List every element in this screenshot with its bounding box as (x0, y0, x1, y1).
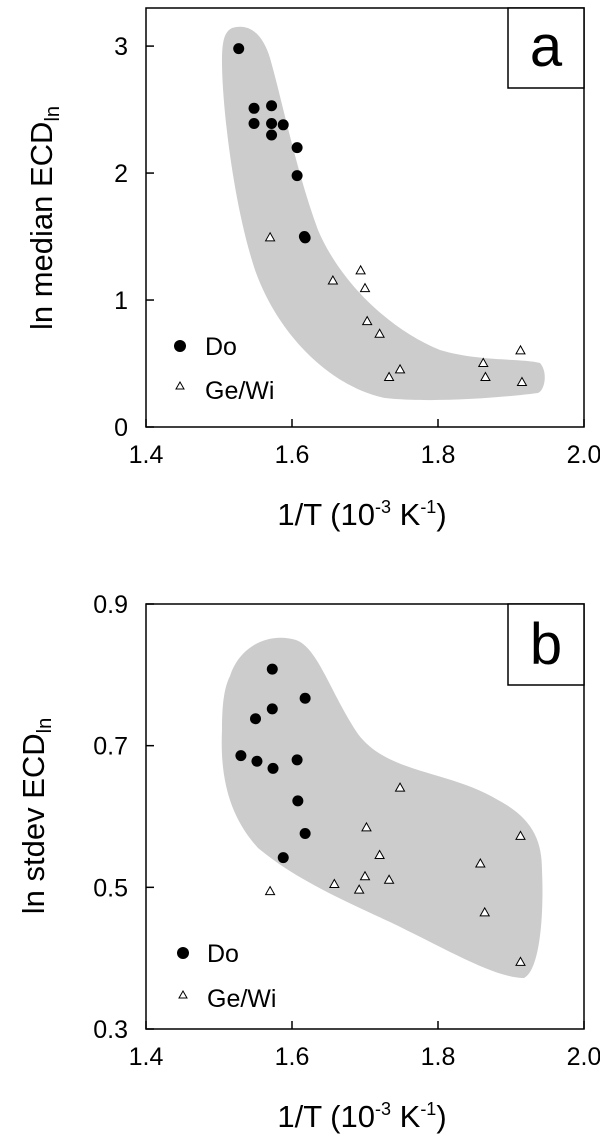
panel-a-letter: a (530, 14, 563, 79)
panel-a-letter-box (507, 7, 585, 89)
panel-a-x-tick-label: 1.8 (421, 441, 456, 469)
panel-b-y-ticks: 0.3 0.5 0.7 0.9 (93, 591, 154, 1044)
panel-b-x-axis-title: 1/T (10-3 K-1) (277, 1099, 446, 1134)
panel-b-do-point (291, 754, 303, 766)
panel-b-do-point (292, 795, 304, 807)
panel-a-ge-wi-point (383, 371, 395, 381)
panel-b-ge-wi-point (515, 956, 526, 966)
panel-a-y-axis-title: ln median ECDln (24, 106, 64, 330)
panel-b-do-point (267, 762, 279, 774)
panel-b-legend-do-marker (177, 947, 189, 959)
panel-a-do-point (266, 100, 278, 112)
panel-b-x-tick-label: 1.4 (129, 1043, 164, 1071)
panel-a-legend-gewi-marker (175, 380, 185, 390)
panel-b-ge-wi-point (264, 885, 276, 896)
panel-a-y-tick-label: 2 (114, 160, 128, 188)
panel-a-y-tick-label: 1 (114, 287, 128, 315)
panel-a: a 1.4 1.6 1.8 2.0 0 1 2 3 Do Ge/Wi 1/T (10-3 K… (24, 7, 600, 532)
panel-a-ge-wi-point (355, 264, 366, 275)
panel-a-ge-wi-point (515, 344, 526, 355)
panel-a-shaded-region (222, 26, 545, 401)
panel-b-ge-wi-point (474, 857, 486, 868)
panel-a-ge-wi-points (264, 231, 528, 387)
panel-a-do-point (266, 129, 278, 141)
panel-b-legend-gewi-label: Ge/Wi (207, 985, 276, 1013)
panel-a-ge-wi-point (374, 328, 385, 338)
panel-b: b 1.4 1.6 1.8 2.0 0.3 0.5 0.7 0.9 Do Ge/Wi 1/T… (16, 591, 600, 1134)
panel-a-legend: Do Ge/Wi (174, 333, 274, 405)
panel-b-shaded-region (221, 637, 543, 978)
panel-b-y-tick-label: 0.7 (93, 733, 128, 761)
panel-a-y-tick-label: 3 (114, 33, 128, 61)
panel-b-x-tick-label: 2.0 (567, 1043, 600, 1071)
panel-a-do-point (291, 170, 303, 182)
panel-a-do-point (277, 119, 289, 131)
panel-b-do-point (299, 692, 311, 704)
panel-b-do-point (277, 852, 289, 864)
panel-b-ge-wi-point (383, 874, 395, 884)
panel-b-letter: b (530, 612, 562, 677)
panel-a-x-tick-label: 2.0 (567, 441, 600, 469)
panel-a-plot-frame (145, 7, 585, 428)
panel-b-do-point (299, 828, 311, 839)
panel-b-legend-do-label: Do (207, 940, 239, 968)
panel-b-ge-wi-point (359, 870, 371, 881)
panel-b-letter-box (507, 603, 585, 686)
panel-a-y-tick-label: 0 (114, 414, 128, 442)
panel-a-ge-wi-point (480, 371, 491, 381)
panel-b-y-axis-title: ln stdev ECDln (16, 718, 56, 914)
panel-b-plot-frame (145, 603, 585, 1030)
panel-a-ge-wi-point (477, 357, 489, 368)
panel-b-ge-wi-point (479, 906, 491, 917)
panel-a-x-axis-title: 1/T (10-3 K-1) (277, 497, 446, 532)
panel-b-do-point (250, 713, 261, 725)
panel-a-x-tick-label: 1.4 (129, 441, 164, 469)
panel-a-ge-wi-point (394, 363, 406, 374)
panel-a-x-tick-label: 1.6 (275, 441, 310, 469)
panel-a-do-point (299, 232, 311, 244)
panel-a-ge-wi-point (516, 376, 528, 387)
panel-b-x-tick-label: 1.8 (421, 1043, 456, 1071)
panel-a-ge-wi-point (359, 282, 371, 293)
panel-b-do-points (235, 663, 311, 864)
panel-b-do-point (251, 755, 263, 767)
panel-b-x-ticks: 1.4 1.6 1.8 2.0 (129, 1021, 600, 1071)
panel-b-ge-wi-point (328, 878, 340, 888)
panel-b-ge-wi-point (361, 821, 372, 832)
panel-b-y-tick-label: 0.9 (93, 591, 128, 619)
panel-b-ge-wi-point (394, 782, 406, 792)
panel-a-do-point (291, 142, 303, 154)
panel-a-ge-wi-point (327, 274, 339, 285)
panel-a-legend-do-marker (174, 340, 186, 352)
panel-a-do-point (248, 118, 260, 130)
panel-a-legend-gewi-label: Ge/Wi (205, 377, 274, 405)
panel-b-y-tick-label: 0.3 (93, 1016, 128, 1044)
panel-a-do-point (233, 43, 245, 55)
panel-a-do-points (233, 43, 311, 244)
panel-b-x-tick-label: 1.6 (275, 1043, 310, 1071)
panel-b-do-point (235, 750, 247, 762)
panel-b-ge-wi-points (264, 782, 526, 966)
panel-b-ge-wi-point (515, 830, 526, 840)
panel-b-legend-gewi-marker (178, 989, 188, 999)
panel-b-ge-wi-point (353, 884, 365, 894)
panel-b-do-point (266, 663, 278, 675)
panel-a-y-ticks: 0 1 2 3 (114, 33, 154, 442)
panel-a-ge-wi-point (361, 315, 373, 326)
panel-a-ge-wi-point (264, 231, 276, 242)
panel-a-do-point (266, 118, 278, 130)
panel-b-ge-wi-point (374, 849, 385, 859)
panel-a-x-ticks: 1.4 1.6 1.8 2.0 (129, 419, 600, 469)
panel-a-legend-do-label: Do (205, 333, 237, 361)
panel-b-do-point (266, 703, 278, 715)
panel-b-legend: Do Ge/Wi (177, 940, 276, 1013)
panel-a-do-point (248, 102, 260, 114)
panel-b-y-tick-label: 0.5 (93, 874, 128, 902)
